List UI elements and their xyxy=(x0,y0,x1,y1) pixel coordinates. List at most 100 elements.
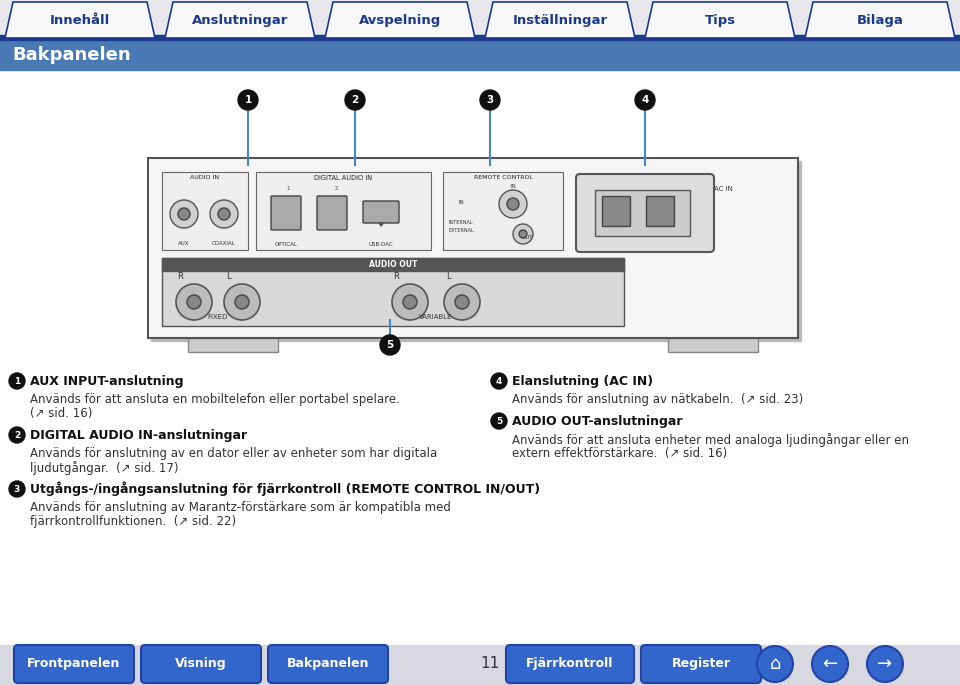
Text: 1: 1 xyxy=(245,95,252,105)
Bar xyxy=(0,645,960,685)
Text: →: → xyxy=(877,655,893,673)
Text: Frontpanelen: Frontpanelen xyxy=(27,658,121,671)
Bar xyxy=(646,196,674,226)
Circle shape xyxy=(480,90,500,110)
Text: Elanslutning (AC IN): Elanslutning (AC IN) xyxy=(512,375,653,388)
FancyBboxPatch shape xyxy=(317,196,347,230)
FancyBboxPatch shape xyxy=(271,196,301,230)
Text: Används för anslutning av en dator eller av enheter som har digitala: Används för anslutning av en dator eller… xyxy=(30,447,437,460)
FancyBboxPatch shape xyxy=(363,201,399,223)
Circle shape xyxy=(444,284,480,320)
FancyBboxPatch shape xyxy=(14,645,134,683)
Circle shape xyxy=(9,427,25,443)
Text: Register: Register xyxy=(671,658,731,671)
Text: Används för anslutning av Marantz-förstärkare som är kompatibla med: Används för anslutning av Marantz-förstä… xyxy=(30,501,451,514)
Circle shape xyxy=(178,208,190,220)
Text: INTERNAL: INTERNAL xyxy=(448,219,473,225)
Text: 3: 3 xyxy=(13,484,20,493)
Text: Inställningar: Inställningar xyxy=(513,14,608,27)
Text: Används för anslutning av nätkabeln.  (↗ sid. 23): Används för anslutning av nätkabeln. (↗ … xyxy=(512,393,804,406)
Text: Används för att ansluta en mobiltelefon eller portabel spelare.: Används för att ansluta en mobiltelefon … xyxy=(30,393,400,406)
Bar xyxy=(256,172,431,250)
Polygon shape xyxy=(5,2,155,38)
Text: REMOTE CONTROL: REMOTE CONTROL xyxy=(473,175,533,180)
Circle shape xyxy=(210,200,238,228)
Text: Innehåll: Innehåll xyxy=(50,14,110,27)
Text: R: R xyxy=(393,271,399,280)
Bar xyxy=(148,158,798,338)
Polygon shape xyxy=(485,2,635,38)
Bar xyxy=(151,161,801,341)
Polygon shape xyxy=(325,2,475,38)
Circle shape xyxy=(176,284,212,320)
Text: AUDIO OUT-anslutningar: AUDIO OUT-anslutningar xyxy=(512,414,683,427)
FancyBboxPatch shape xyxy=(576,174,714,252)
Text: DIGITAL AUDIO IN-anslutningar: DIGITAL AUDIO IN-anslutningar xyxy=(30,429,247,442)
Polygon shape xyxy=(805,2,955,38)
Text: IN: IN xyxy=(510,184,516,188)
Circle shape xyxy=(9,481,25,497)
Text: 5: 5 xyxy=(386,340,394,350)
Text: ♥: ♥ xyxy=(378,222,384,228)
Circle shape xyxy=(491,373,507,389)
Text: AUDIO IN: AUDIO IN xyxy=(190,175,220,180)
Text: 3: 3 xyxy=(487,95,493,105)
Bar xyxy=(0,0,960,38)
Circle shape xyxy=(380,335,400,355)
Text: 5: 5 xyxy=(496,416,502,425)
Bar xyxy=(188,338,278,352)
Text: COAXIAL: COAXIAL xyxy=(212,241,236,246)
Text: L: L xyxy=(226,271,230,280)
Bar xyxy=(162,172,248,250)
Circle shape xyxy=(218,208,230,220)
Text: ←: ← xyxy=(823,655,837,673)
Bar xyxy=(162,258,624,326)
Circle shape xyxy=(867,646,903,682)
FancyBboxPatch shape xyxy=(141,645,261,683)
Text: 11: 11 xyxy=(480,656,499,671)
Text: Bakpanelen: Bakpanelen xyxy=(12,46,131,64)
Bar xyxy=(162,258,624,271)
Circle shape xyxy=(812,646,848,682)
Text: Anslutningar: Anslutningar xyxy=(192,14,288,27)
Text: OPTICAL: OPTICAL xyxy=(275,242,298,247)
Circle shape xyxy=(403,295,417,309)
Text: 1: 1 xyxy=(286,186,290,191)
Text: Bilaga: Bilaga xyxy=(856,14,903,27)
Bar xyxy=(668,338,758,352)
Circle shape xyxy=(513,224,533,244)
Text: 1: 1 xyxy=(13,377,20,386)
Circle shape xyxy=(455,295,469,309)
Text: Avspelning: Avspelning xyxy=(359,14,442,27)
Text: ⌂: ⌂ xyxy=(769,655,780,673)
Text: 2: 2 xyxy=(334,186,338,191)
Text: Bakpanelen: Bakpanelen xyxy=(287,658,370,671)
Circle shape xyxy=(238,90,258,110)
Text: L: L xyxy=(445,271,450,280)
Text: AC IN: AC IN xyxy=(714,186,732,192)
Text: (↗ sid. 16): (↗ sid. 16) xyxy=(30,407,92,420)
Text: 2: 2 xyxy=(13,430,20,440)
Circle shape xyxy=(9,373,25,389)
Circle shape xyxy=(499,190,527,218)
Polygon shape xyxy=(165,2,315,38)
Circle shape xyxy=(235,295,249,309)
Text: FIXED: FIXED xyxy=(207,314,228,320)
Circle shape xyxy=(187,295,201,309)
Bar xyxy=(602,196,630,226)
Text: DIGITAL AUDIO IN: DIGITAL AUDIO IN xyxy=(315,175,372,181)
Bar xyxy=(0,70,960,645)
Text: Fjärrkontroll: Fjärrkontroll xyxy=(526,658,613,671)
Bar xyxy=(443,172,563,250)
Polygon shape xyxy=(645,2,795,38)
Circle shape xyxy=(345,90,365,110)
Text: 4: 4 xyxy=(495,377,502,386)
Text: 2: 2 xyxy=(351,95,359,105)
Text: fjärrkontrollfunktionen.  (↗ sid. 22): fjärrkontrollfunktionen. (↗ sid. 22) xyxy=(30,515,236,528)
Bar xyxy=(0,35,960,40)
Text: ljudutgångar.  (↗ sid. 17): ljudutgångar. (↗ sid. 17) xyxy=(30,461,179,475)
Text: VARIABLE: VARIABLE xyxy=(420,314,453,320)
Circle shape xyxy=(519,230,527,238)
Circle shape xyxy=(757,646,793,682)
Text: USB-DAC: USB-DAC xyxy=(369,242,394,247)
